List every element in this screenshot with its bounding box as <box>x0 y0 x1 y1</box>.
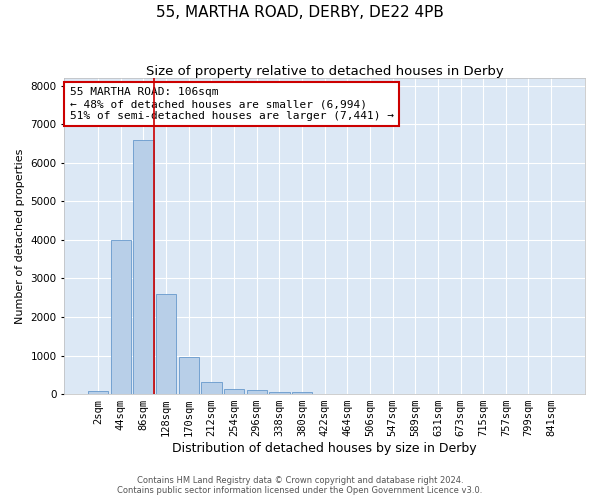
Bar <box>133 140 154 394</box>
Bar <box>247 390 267 394</box>
Bar <box>88 391 109 394</box>
Text: Contains HM Land Registry data © Crown copyright and database right 2024.
Contai: Contains HM Land Registry data © Crown c… <box>118 476 482 495</box>
Title: Size of property relative to detached houses in Derby: Size of property relative to detached ho… <box>146 65 503 78</box>
Bar <box>179 358 199 394</box>
Bar <box>201 382 221 394</box>
Text: 55, MARTHA ROAD, DERBY, DE22 4PB: 55, MARTHA ROAD, DERBY, DE22 4PB <box>156 5 444 20</box>
Bar <box>224 389 244 394</box>
Bar <box>292 392 312 394</box>
X-axis label: Distribution of detached houses by size in Derby: Distribution of detached houses by size … <box>172 442 477 455</box>
Text: 55 MARTHA ROAD: 106sqm
← 48% of detached houses are smaller (6,994)
51% of semi-: 55 MARTHA ROAD: 106sqm ← 48% of detached… <box>70 88 394 120</box>
Y-axis label: Number of detached properties: Number of detached properties <box>15 148 25 324</box>
Bar <box>269 392 290 394</box>
Bar <box>156 294 176 394</box>
Bar <box>110 240 131 394</box>
